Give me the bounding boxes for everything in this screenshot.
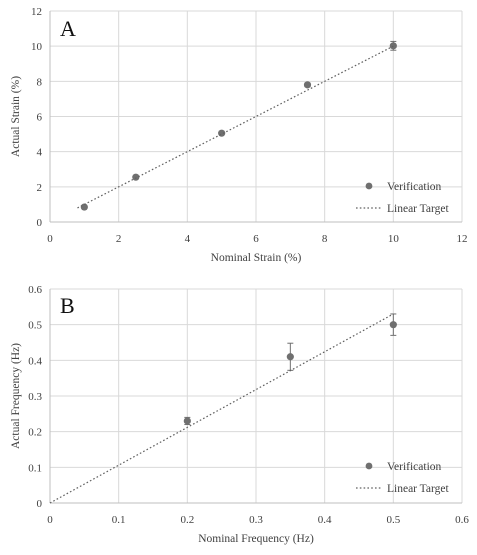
linear-target-line — [49, 313, 394, 504]
verification-point — [303, 81, 312, 89]
panel-letter: B — [60, 293, 75, 318]
panel-b: 0 0.1 0.2 0.3 0.4 0.5 0.6 0 0.1 0.2 0.3 0.4 0.5 0.6 No… — [10, 284, 469, 545]
x-axis-title: Nominal Strain (%) — [211, 252, 302, 264]
x-tick-label: 0.1 — [112, 514, 126, 526]
verification-point — [389, 42, 397, 50]
y-tick-label: 10 — [31, 41, 43, 53]
y-tick-label: 12 — [31, 6, 42, 18]
y-tick-label: 6 — [37, 112, 43, 124]
x-tick-label: 0.6 — [455, 514, 469, 526]
verification-point — [80, 203, 88, 211]
y-tick-label: 0.4 — [28, 355, 42, 367]
y-tick-label: 0.5 — [28, 320, 42, 332]
legend: Verification Linear Target — [356, 461, 449, 495]
linear-target-line — [77, 45, 394, 209]
legend-marker-symbol — [365, 462, 373, 470]
y-tick-label: 4 — [37, 147, 43, 159]
y-tick-label: 8 — [37, 76, 43, 88]
y-tick-label: 0.2 — [28, 427, 42, 439]
x-tick-label: 2 — [116, 233, 122, 245]
x-tick-label: 12 — [457, 233, 468, 245]
x-tick-label: 0 — [47, 514, 53, 526]
verification-point — [286, 353, 294, 361]
x-tick-label: 0.4 — [318, 514, 332, 526]
verification-point — [132, 173, 140, 181]
x-tick-label: 0.3 — [249, 514, 263, 526]
legend: Verification Linear Target — [356, 181, 449, 215]
verification-point — [183, 417, 191, 425]
legend-marker-symbol — [365, 182, 373, 190]
x-tick-label: 8 — [322, 233, 328, 245]
legend-label: Verification — [387, 461, 442, 473]
y-tick-label: 0 — [37, 498, 43, 510]
panel-a: 0 2 4 6 8 10 12 0 2 4 6 8 10 12 Nominal Strain (%) Actu… — [10, 6, 468, 264]
panel-letter: A — [60, 16, 76, 41]
x-tick-label: 0 — [47, 233, 53, 245]
y-tick-label: 0.6 — [28, 284, 42, 296]
verification-point — [389, 321, 397, 329]
y-tick-label: 2 — [37, 182, 43, 194]
legend-label: Verification — [387, 181, 442, 193]
x-tick-label: 6 — [253, 233, 259, 245]
y-tick-label: 0.3 — [28, 391, 42, 403]
x-axis-title: Nominal Frequency (Hz) — [198, 533, 314, 545]
y-axis-title: Actual Strain (%) — [10, 76, 22, 157]
y-axis-title: Actual Frequency (Hz) — [10, 343, 22, 449]
x-tick-label: 4 — [185, 233, 191, 245]
x-tick-label: 10 — [388, 233, 400, 245]
x-tick-label: 0.5 — [386, 514, 400, 526]
y-tick-label: 0 — [37, 217, 43, 229]
legend-label: Linear Target — [387, 203, 449, 215]
y-tick-label: 0.1 — [28, 462, 42, 474]
legend-label: Linear Target — [387, 483, 449, 495]
x-tick-label: 0.2 — [180, 514, 194, 526]
